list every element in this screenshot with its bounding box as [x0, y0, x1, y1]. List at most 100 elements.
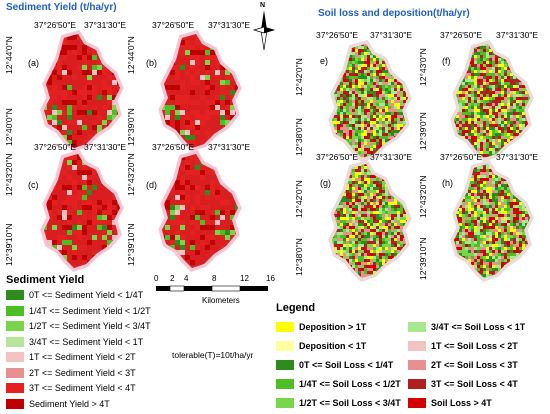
legend-swatch [6, 352, 24, 362]
sediment-map-a [22, 30, 144, 156]
legend-label: 1/4T <= Soil Loss < 1/2T [299, 379, 401, 389]
soil-legend-item: Soil Loss > 4T [408, 398, 492, 408]
coord-lon-a2: 37°31'30"E [84, 20, 127, 30]
soil-legend-item: Deposition > 1T [276, 322, 366, 332]
watershed-map [450, 160, 534, 283]
scale-tick-4: 4 [184, 274, 189, 283]
coord-lon-h1: 37°26'50"E [440, 152, 483, 162]
panel-label-h: (h) [442, 178, 453, 188]
legend-label: Sediment Yield > 4T [29, 398, 110, 409]
panel-label-c: (c) [28, 180, 39, 190]
watershed-map [328, 160, 412, 283]
soil-loss-title: Soil loss and deposition(t/ha/yr) [318, 8, 470, 19]
watershed-map [328, 40, 412, 163]
scale-tick-0: 0 [154, 274, 159, 283]
coord-lat-g2: 12°38'0"N [294, 238, 304, 276]
legend-swatch [6, 321, 24, 331]
legend-label: 3/4T <= Soil Loss < 1T [431, 322, 526, 332]
scale-unit: Kilometers [202, 296, 240, 305]
legend-label: 2T <= Sediment Yield < 3T [29, 367, 136, 378]
legend-swatch [276, 398, 294, 408]
coord-lon-g1: 37°26'50"E [316, 152, 359, 162]
scale-bar: 0 2 4 8 12 16 Kilometers [152, 274, 282, 308]
legend-swatch [6, 290, 24, 300]
sediment-legend-item: 1T <= Sediment Yield < 2T [6, 352, 136, 362]
legend-label: 1T <= Sediment Yield < 2T [29, 352, 136, 362]
soil-legend-item: 1/4T <= Soil Loss < 1/2T [276, 379, 401, 389]
coord-lon-d1: 37°26'50"E [152, 142, 195, 152]
coord-lat-d1: 12°43'20"N [126, 153, 136, 196]
coord-lat-c1: 12°43'20"N [4, 153, 14, 196]
watershed-map [450, 40, 534, 163]
coord-lon-a1: 37°26'50"E [34, 20, 77, 30]
soil-legend-title: Legend [276, 302, 316, 314]
coord-lat-a1: 12°44'0"N [4, 36, 14, 74]
soil-legend-item: 2T <= Soil Loss < 3T [408, 360, 518, 370]
legend-label: 3T <= Soil Loss < 4T [431, 379, 518, 389]
coord-lat-b1: 12°44'0"N [126, 36, 136, 74]
watershed-map [40, 30, 124, 153]
sediment-legend-title: Sediment Yield [6, 274, 85, 286]
panel-label-a: (a) [28, 58, 39, 68]
sediment-map-b [140, 30, 262, 156]
coord-lon-c2: 37°31'30"E [84, 142, 127, 152]
coord-lon-g2: 37°31'30"E [370, 152, 413, 162]
sediment-map-d [140, 150, 262, 276]
sediment-legend-item: 3/4T <= Sediment Yield < 1T [6, 336, 144, 347]
coord-lon-f2: 37°31'30"E [496, 30, 539, 40]
legend-swatch [6, 383, 24, 393]
coord-lat-f2: 12°39'0"N [418, 112, 428, 150]
legend-swatch [276, 322, 294, 332]
legend-label: Soil Loss > 4T [431, 398, 492, 408]
legend-label: 3T <= Sediment Yield < 4T [29, 383, 136, 393]
coord-lon-b2: 37°31'30"E [208, 20, 251, 30]
legend-label: 1/2T <= Soil Loss < 3/4T [299, 398, 401, 408]
legend-swatch [6, 336, 24, 347]
legend-swatch [408, 322, 426, 332]
scale-tick-16: 16 [266, 274, 275, 283]
coord-lon-f1: 37°26'50"E [440, 30, 483, 40]
sediment-legend-item: 2T <= Sediment Yield < 3T [6, 367, 136, 378]
sediment-yield-title: Sediment Yield (t/ha/yr) [6, 2, 117, 13]
legend-label: 3/4T <= Sediment Yield < 1T [29, 336, 144, 347]
legend-swatch [276, 360, 294, 370]
sediment-legend-item: 1/2T <= Sediment Yield < 3/4T [6, 321, 151, 331]
legend-label: 1/2T <= Sediment Yield < 3/4T [29, 321, 151, 331]
soil-legend-item: 0T <= Soil Loss < 1/4T [276, 360, 393, 370]
coord-lat-g1: 12°42'0"N [294, 180, 304, 218]
legend-swatch [6, 398, 24, 409]
coord-lon-e1: 37°26'50"E [316, 30, 359, 40]
north-label: N [260, 2, 266, 9]
soil-map-h [432, 160, 550, 286]
coord-lat-e2: 12°38'0"N [294, 118, 304, 156]
coord-lon-e2: 37°31'30"E [370, 30, 413, 40]
legend-swatch [408, 341, 426, 351]
watershed-raster [162, 34, 238, 148]
scale-tick-2: 2 [170, 274, 175, 283]
coord-lon-h2: 37°31'30"E [496, 152, 539, 162]
legend-swatch [276, 379, 294, 389]
panel-label-f: (f) [442, 56, 451, 66]
soil-map-g [310, 160, 432, 286]
coord-lat-h2: 12°39'10"N [418, 237, 428, 280]
coord-lat-a2: 12°40'0"N [4, 108, 14, 146]
coord-lat-f1: 12°43'0"N [418, 48, 428, 86]
panel-label-e: e) [320, 56, 329, 66]
legend-label: 1T <= Soil Loss < 2T [431, 341, 518, 351]
sediment-legend-item: 1/4T <= Sediment Yield < 1/2T [6, 305, 151, 316]
legend-label: 0T <= Sediment Yield < 1/4T [29, 290, 144, 300]
legend-swatch [408, 379, 426, 389]
watershed-raster [332, 44, 408, 158]
legend-label: 2T <= Soil Loss < 3T [431, 360, 518, 370]
watershed-raster [162, 154, 238, 268]
panel-label-g: (g) [320, 178, 331, 188]
legend-swatch [276, 341, 294, 351]
coord-lat-b2: 12°39'0"N [126, 108, 136, 146]
coord-lat-c2: 12°39'10"N [4, 223, 14, 266]
legend-swatch [6, 367, 24, 378]
soil-map-f [432, 40, 550, 166]
soil-legend-item: Deposition < 1T [276, 341, 366, 351]
tolerable-note: tolerable(T)=10t/ha/yr [172, 350, 254, 360]
legend-label: Deposition > 1T [299, 322, 367, 332]
soil-legend-item: 3T <= Soil Loss < 4T [408, 379, 518, 389]
